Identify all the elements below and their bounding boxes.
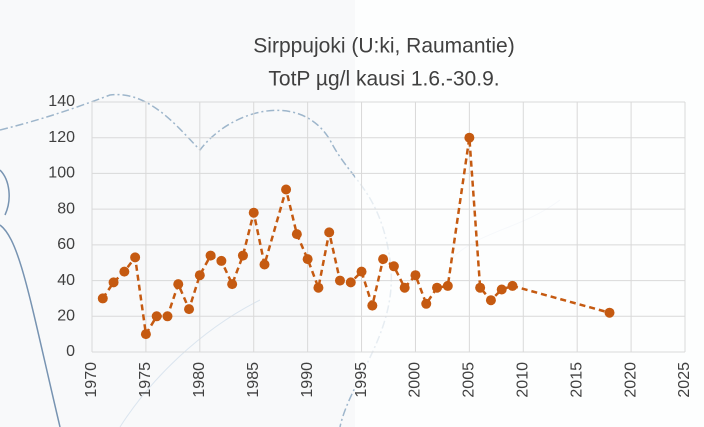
data-point bbox=[345, 277, 356, 288]
x-tick-label: 2025 bbox=[676, 362, 693, 398]
data-point bbox=[281, 184, 292, 195]
x-tick-label: 1980 bbox=[191, 362, 208, 398]
data-point bbox=[378, 254, 389, 265]
data-point bbox=[259, 259, 270, 270]
data-point bbox=[194, 270, 205, 281]
data-point bbox=[604, 307, 615, 318]
y-tick-label: 120 bbox=[48, 129, 75, 146]
x-tick-label: 2005 bbox=[461, 362, 478, 398]
x-tick-label: 2020 bbox=[622, 362, 639, 398]
overlay bbox=[355, 0, 704, 427]
x-tick-label: 2010 bbox=[514, 362, 531, 398]
data-point bbox=[162, 311, 173, 322]
data-point bbox=[237, 250, 248, 261]
data-point bbox=[205, 250, 216, 261]
data-point bbox=[184, 304, 195, 315]
y-tick-label: 140 bbox=[48, 93, 75, 110]
y-tick-label: 0 bbox=[66, 343, 75, 360]
data-point bbox=[485, 295, 496, 306]
data-point bbox=[151, 311, 162, 322]
data-point bbox=[140, 329, 151, 340]
data-point bbox=[399, 282, 410, 293]
chart-title: Sirppujoki (U:ki, Raumantie) bbox=[253, 35, 514, 58]
data-point bbox=[248, 207, 259, 218]
y-tick-label: 20 bbox=[57, 308, 75, 325]
y-tick-label: 80 bbox=[57, 200, 75, 217]
y-tick-label: 40 bbox=[57, 272, 75, 289]
x-tick-label: 2000 bbox=[407, 362, 424, 398]
chart-subtitle: TotP µg/l kausi 1.6.-30.9. bbox=[268, 68, 499, 91]
data-point bbox=[334, 275, 345, 286]
data-point bbox=[410, 270, 421, 281]
data-point bbox=[97, 293, 108, 304]
map-boundary bbox=[0, 93, 393, 427]
x-tick-label: 1985 bbox=[245, 362, 262, 398]
data-point bbox=[464, 132, 475, 143]
data-point bbox=[356, 266, 367, 277]
x-tick-label: 2015 bbox=[568, 362, 585, 398]
data-point bbox=[324, 227, 335, 238]
data-point bbox=[388, 261, 399, 272]
map-boundary bbox=[0, 169, 61, 427]
x-tick-label: 1975 bbox=[137, 362, 154, 398]
x-tick-label: 1995 bbox=[353, 362, 370, 398]
data-point bbox=[291, 229, 302, 240]
data-point bbox=[367, 300, 378, 311]
data-point bbox=[173, 279, 184, 290]
data-point bbox=[227, 279, 238, 290]
data-point bbox=[507, 280, 518, 291]
data-point bbox=[442, 280, 453, 291]
data-point bbox=[421, 298, 432, 309]
data-point bbox=[108, 277, 119, 288]
data-point bbox=[496, 284, 507, 295]
data-point bbox=[313, 282, 324, 293]
data-point bbox=[130, 252, 141, 263]
data-point bbox=[119, 266, 130, 277]
data-point bbox=[432, 282, 443, 293]
data-point bbox=[302, 254, 313, 265]
y-tick-label: 60 bbox=[57, 236, 75, 253]
y-tick-label: 100 bbox=[48, 165, 75, 182]
x-tick-label: 1990 bbox=[299, 362, 316, 398]
data-point bbox=[475, 282, 486, 293]
data-point bbox=[216, 255, 227, 266]
x-tick-label: 1970 bbox=[83, 362, 100, 398]
